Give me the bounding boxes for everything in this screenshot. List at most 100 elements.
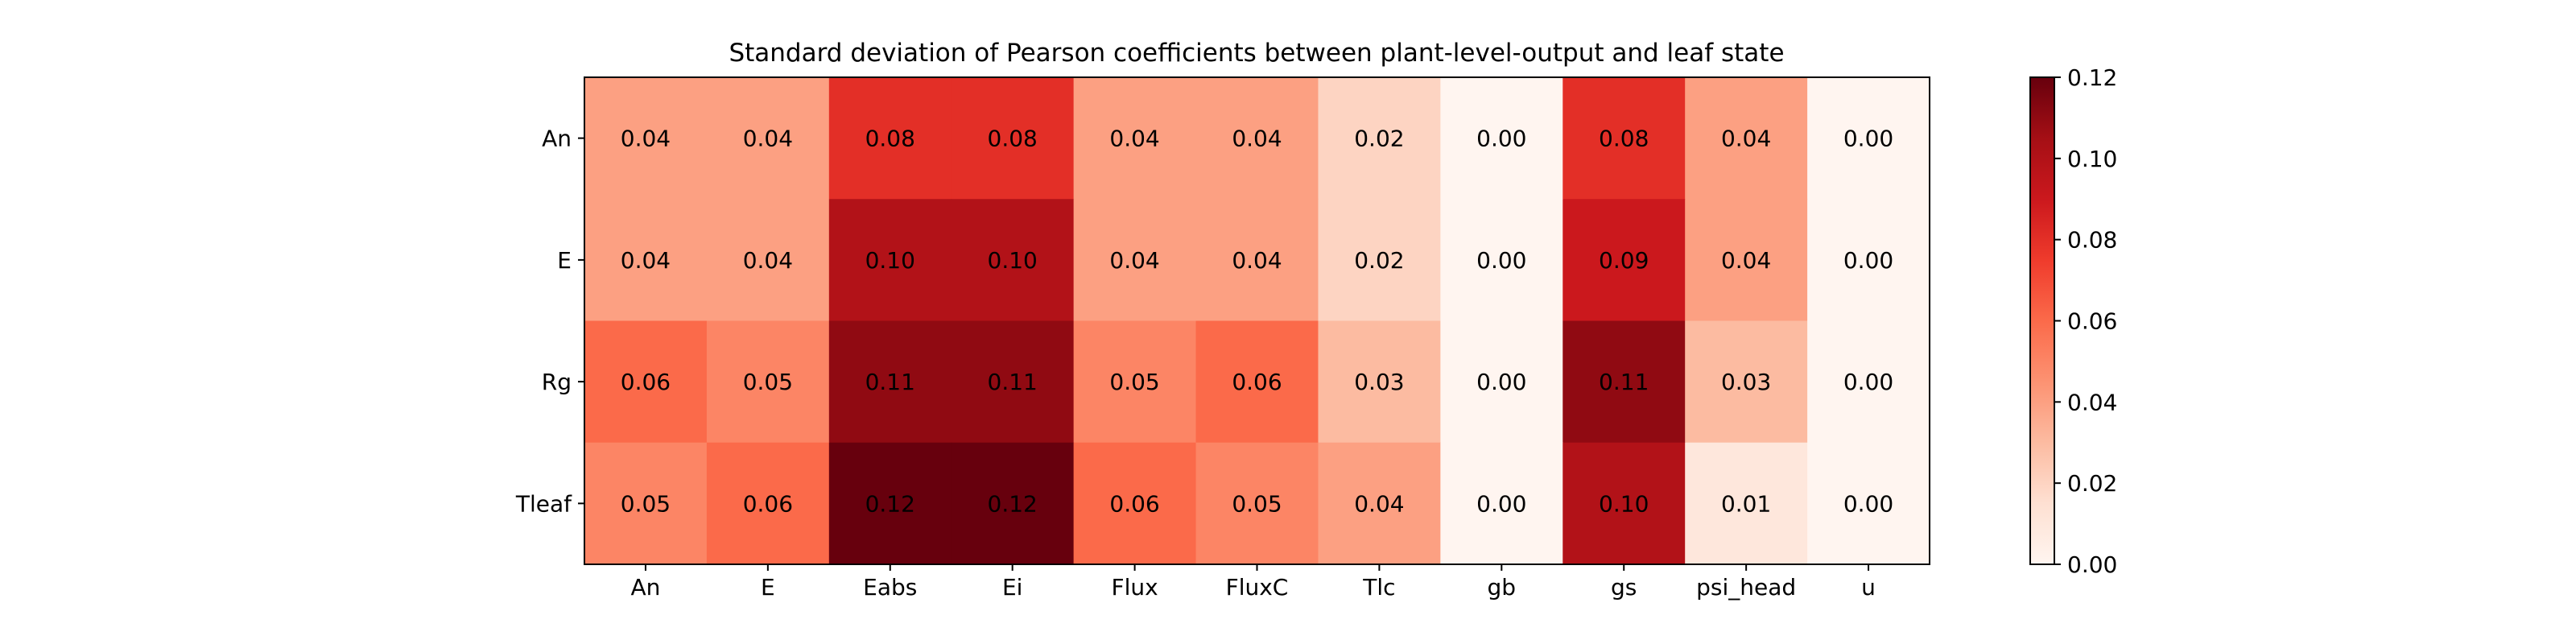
heatmap-cell (1685, 199, 1808, 322)
heatmap-cell (828, 442, 952, 565)
x-tick-label: Flux (1111, 574, 1158, 601)
cell-value-label: 0.05 (1109, 369, 1159, 395)
cell-value-label: 0.03 (1354, 369, 1404, 395)
heatmap-cell (706, 199, 830, 322)
cell-value-label: 0.11 (1599, 369, 1649, 395)
cell-value-label: 0.11 (988, 369, 1038, 395)
y-axis: An E Rg Tleaf (515, 126, 584, 517)
cell-value-label: 0.08 (1599, 126, 1649, 152)
cell-value-label: 0.04 (743, 247, 793, 274)
heatmap-cells: 0.04 0.04 0.08 0.08 0.04 0.04 0.02 0.00 0.08 0.04… (584, 77, 1930, 565)
cell-value-label: 0.01 (1721, 490, 1771, 517)
cell-value-label: 0.02 (1354, 247, 1404, 274)
heatmap-cell (1318, 320, 1441, 444)
cell-value-label: 0.09 (1599, 247, 1649, 274)
heatmap-cell (951, 199, 1075, 322)
colorbar-tick-label: 0.04 (2067, 389, 2117, 415)
heatmap-cell (1685, 77, 1808, 200)
x-tick-label: FluxC (1226, 574, 1289, 601)
heatmap-cell (828, 77, 952, 200)
heatmap-cell (706, 442, 830, 565)
cell-value-label: 0.08 (865, 126, 915, 152)
heatmap-cell (1318, 77, 1441, 200)
y-tick-label: E (557, 247, 572, 274)
heatmap-cell (1195, 199, 1319, 322)
heatmap-cell (1563, 442, 1686, 565)
colorbar-gradient (2029, 76, 2055, 565)
colorbar-tick-label: 0.10 (2067, 146, 2117, 172)
colorbar-tick-label: 0.02 (2067, 470, 2117, 497)
cell-value-label: 0.04 (1232, 126, 1282, 152)
heatmap-cell (1807, 320, 1930, 444)
cell-value-label: 0.00 (1476, 247, 1526, 274)
x-tick-label: E (761, 574, 775, 601)
colorbar-tick-label: 0.00 (2067, 551, 2117, 578)
cell-value-label: 0.04 (621, 247, 671, 274)
cell-value-label: 0.00 (1843, 490, 1893, 517)
cell-value-label: 0.06 (1109, 490, 1159, 517)
heatmap-cell (1073, 199, 1197, 322)
cell-value-label: 0.11 (865, 369, 915, 395)
heatmap-cell (584, 442, 708, 565)
x-tick-label: u (1861, 574, 1876, 601)
colorbar-tick-label: 0.08 (2067, 227, 2117, 254)
cell-value-label: 0.10 (1599, 490, 1649, 517)
cell-value-label: 0.04 (1232, 247, 1282, 274)
cell-value-label: 0.04 (1109, 126, 1159, 152)
heatmap-cell (1195, 77, 1319, 200)
colorbar-tick-label: 0.12 (2067, 64, 2117, 91)
cell-value-label: 0.00 (1476, 369, 1526, 395)
heatmap-cell (1440, 442, 1563, 565)
heatmap-cell (706, 77, 830, 200)
cell-value-label: 0.06 (743, 490, 793, 517)
x-tick-label: Eabs (863, 574, 917, 601)
cell-value-label: 0.12 (865, 490, 915, 517)
heatmap-cell (951, 77, 1075, 200)
cell-value-label: 0.10 (988, 247, 1038, 274)
heatmap-cell (1195, 442, 1319, 565)
cell-value-label: 0.10 (865, 247, 915, 274)
y-tick-label: Tleaf (515, 490, 572, 517)
x-tick-label: gs (1611, 574, 1637, 601)
cell-value-label: 0.04 (743, 126, 793, 152)
heatmap-cell (1807, 77, 1930, 200)
heatmap-cell (1073, 442, 1197, 565)
cell-value-label: 0.04 (1721, 126, 1771, 152)
heatmap-cell (1807, 442, 1930, 565)
y-tick-label: An (542, 126, 572, 152)
chart-title: Standard deviation of Pearson coefficien… (729, 39, 1784, 68)
cell-value-label: 0.05 (1232, 490, 1282, 517)
heatmap-cell (706, 320, 830, 444)
x-tick-label: gb (1488, 574, 1517, 601)
x-tick-label: An (631, 574, 661, 601)
heatmap-cell (1440, 199, 1563, 322)
heatmap-cell (1440, 77, 1563, 200)
heatmap-cell (828, 320, 952, 444)
cell-value-label: 0.02 (1354, 126, 1404, 152)
cell-value-label: 0.08 (988, 126, 1038, 152)
heatmap-cell (1563, 77, 1686, 200)
heatmap-cell (828, 199, 952, 322)
cell-value-label: 0.03 (1721, 369, 1771, 395)
x-tick-label: Tlc (1362, 574, 1395, 601)
heatmap-cell (584, 77, 708, 200)
cell-value-label: 0.04 (1109, 247, 1159, 274)
heatmap-cell (1318, 442, 1441, 565)
heatmap-cell (1073, 320, 1197, 444)
heatmap-cell (1685, 442, 1808, 565)
heatmap-cell (1195, 320, 1319, 444)
cell-value-label: 0.06 (621, 369, 671, 395)
heatmap-cell (584, 320, 708, 444)
heatmap-cell (1563, 199, 1686, 322)
cell-value-label: 0.12 (988, 490, 1038, 517)
heatmap-cell (1440, 320, 1563, 444)
cell-value-label: 0.00 (1843, 126, 1893, 152)
x-tick-label: psi_head (1696, 574, 1796, 601)
x-axis: An E Eabs Ei Flux FluxC Tlc gb gs psi_head u (631, 564, 1876, 601)
cell-value-label: 0.00 (1476, 490, 1526, 517)
cell-value-label: 0.04 (1721, 247, 1771, 274)
cell-value-label: 0.04 (621, 126, 671, 152)
heatmap-cell (1073, 77, 1197, 200)
heatmap-cell (951, 320, 1075, 444)
heatmap-cell (1318, 199, 1441, 322)
